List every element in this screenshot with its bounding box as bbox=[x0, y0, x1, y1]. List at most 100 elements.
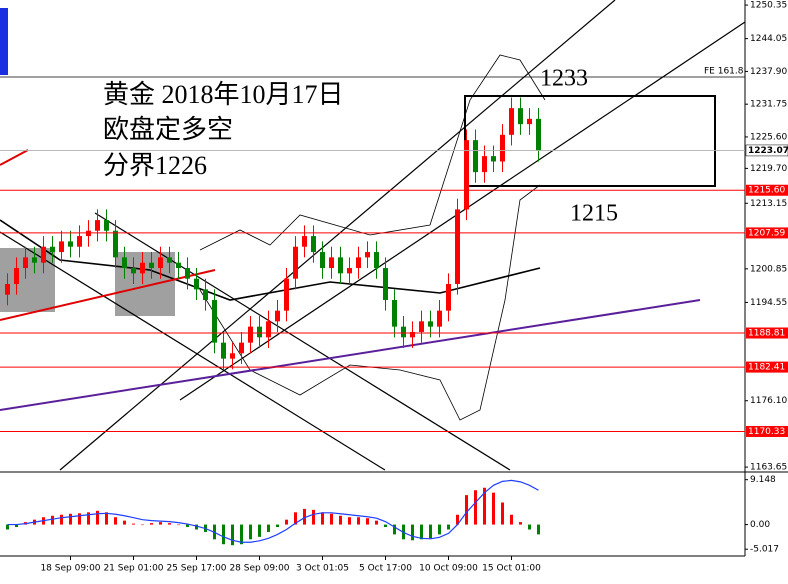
level-label: 1207.59 bbox=[748, 228, 785, 238]
moving-average bbox=[0, 219, 541, 301]
macd-signal bbox=[7, 479, 539, 543]
macd-bar bbox=[168, 523, 171, 525]
candle-body bbox=[221, 342, 226, 359]
candle-body bbox=[329, 257, 334, 269]
trend-line bbox=[0, 231, 386, 471]
macd-bar bbox=[510, 514, 513, 525]
trend-line bbox=[94, 212, 511, 471]
x-tick-label: 28 Sep 09:00 bbox=[229, 564, 289, 574]
candle-body bbox=[482, 156, 487, 173]
macd-bar bbox=[177, 524, 180, 526]
candle-body bbox=[32, 257, 37, 263]
macd-bar bbox=[240, 524, 243, 545]
candle-body bbox=[455, 209, 460, 285]
macd-bar bbox=[429, 524, 432, 539]
macd-bar bbox=[501, 502, 504, 525]
candle-body bbox=[68, 241, 73, 247]
y-tick-label: 1176.10 bbox=[750, 396, 787, 406]
candle-body bbox=[50, 246, 55, 253]
macd-bar bbox=[114, 517, 117, 525]
annotation: 欧盘定多空 bbox=[103, 115, 233, 144]
candle-body bbox=[401, 326, 406, 338]
macd-bar bbox=[537, 524, 540, 535]
y-tick-label: 1213.15 bbox=[750, 199, 787, 209]
y-tick-label: 9.148 bbox=[750, 475, 776, 485]
red-line bbox=[0, 149, 29, 166]
macd-bar bbox=[123, 520, 126, 525]
annotation: 1215 bbox=[570, 201, 618, 227]
candle-body bbox=[527, 118, 532, 125]
current-price-label: 1223.07 bbox=[748, 146, 788, 156]
level-box bbox=[746, 184, 788, 196]
macd-bar bbox=[87, 512, 90, 525]
y-tick-label: 1200.85 bbox=[750, 264, 787, 274]
candle-body bbox=[122, 257, 127, 269]
macd-bar bbox=[447, 524, 450, 530]
y-tick-label: 1231.75 bbox=[750, 100, 787, 110]
candle-body bbox=[212, 300, 217, 343]
y-tick-label: 1244.05 bbox=[750, 34, 787, 44]
macd-bar bbox=[258, 524, 261, 537]
macd-bar bbox=[186, 524, 189, 528]
macd-bar bbox=[492, 492, 495, 525]
candle-body bbox=[338, 257, 343, 274]
macd-bar bbox=[231, 524, 234, 546]
candle-body bbox=[167, 257, 172, 263]
candle-body bbox=[383, 268, 388, 301]
macd-bar bbox=[456, 514, 459, 525]
macd-bar bbox=[321, 512, 324, 525]
candle-body bbox=[95, 220, 100, 231]
macd-bar bbox=[195, 524, 198, 530]
annotation: 分界1226 bbox=[103, 151, 207, 180]
macd-bar bbox=[393, 524, 396, 535]
candle-body bbox=[365, 252, 370, 258]
trend-line bbox=[179, 21, 746, 401]
level-box bbox=[746, 227, 788, 239]
macd-bar bbox=[249, 524, 252, 540]
macd-bar bbox=[294, 512, 297, 525]
trend-lines bbox=[0, 0, 746, 471]
macd-bar bbox=[132, 523, 135, 525]
candle-body bbox=[419, 321, 424, 332]
current-price-box bbox=[745, 144, 788, 157]
band-upper bbox=[199, 54, 546, 251]
candle-body bbox=[266, 321, 271, 338]
candle-body bbox=[509, 108, 514, 135]
candle-body bbox=[140, 262, 145, 274]
level-box bbox=[746, 361, 788, 373]
candle-body bbox=[77, 236, 82, 247]
annotation: FE 161.8 bbox=[704, 67, 744, 77]
macd-bar bbox=[159, 522, 162, 525]
candle-body bbox=[374, 252, 379, 269]
macd-bar bbox=[357, 517, 360, 525]
candle-body bbox=[59, 241, 64, 253]
level-box bbox=[746, 327, 788, 339]
candle-body bbox=[437, 310, 442, 327]
macd-bar bbox=[78, 513, 81, 525]
candle-body bbox=[14, 268, 19, 285]
candle-body bbox=[410, 331, 415, 338]
macd-bar bbox=[366, 518, 369, 525]
macd-bar bbox=[51, 515, 54, 525]
trend-line bbox=[59, 0, 616, 471]
candle-body bbox=[347, 268, 352, 274]
candle-body bbox=[158, 257, 163, 269]
macd-bar bbox=[384, 524, 387, 528]
macd-bar bbox=[465, 495, 468, 525]
candle-body bbox=[185, 268, 190, 279]
red-line bbox=[0, 269, 216, 321]
annotation: 1233 bbox=[540, 66, 588, 92]
candle-body bbox=[491, 156, 496, 162]
candle-body bbox=[23, 257, 28, 269]
macd-bar bbox=[69, 513, 72, 525]
y-tick-label: 1194.55 bbox=[750, 298, 787, 308]
candle-body bbox=[113, 230, 118, 258]
candle-body bbox=[248, 326, 253, 343]
side-marker bbox=[0, 8, 8, 75]
macd-bar bbox=[303, 508, 306, 525]
macd-bar bbox=[15, 524, 18, 528]
macd-bar bbox=[519, 522, 522, 525]
macd-bar bbox=[420, 524, 423, 540]
x-tick-label: 18 Sep 09:00 bbox=[40, 564, 100, 574]
